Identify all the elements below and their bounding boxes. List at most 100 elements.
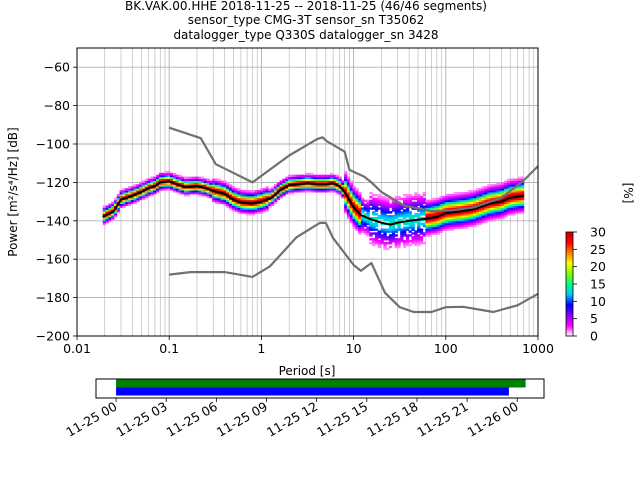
- psd-cell: [366, 207, 370, 210]
- psd-cell: [380, 197, 384, 201]
- psd-cell: [307, 174, 311, 178]
- psd-cell: [419, 228, 424, 231]
- psd-cell: [346, 213, 351, 216]
- psd-cell: [490, 218, 494, 222]
- psd-cell: [113, 201, 118, 205]
- psd-cell: [445, 207, 449, 210]
- psd-cell: [122, 199, 126, 203]
- psd-cell: [209, 190, 213, 193]
- psd-cell: [150, 182, 154, 185]
- psd-cell: [287, 176, 292, 180]
- psd-cell: [307, 176, 311, 180]
- psd-cell: [425, 207, 429, 210]
- psd-cell: [206, 190, 210, 193]
- psd-cell: [259, 190, 264, 193]
- psd-cell: [293, 178, 297, 181]
- psd-cell: [453, 216, 457, 220]
- psd-cell: [403, 228, 407, 231]
- psd-cell: [217, 180, 222, 183]
- psd-cell: [153, 176, 157, 180]
- psd-cell: [217, 195, 222, 199]
- y-tick-label: −160: [36, 252, 70, 267]
- psd-cell: [245, 205, 250, 208]
- time-tick-label: 11-25 06: [164, 399, 220, 440]
- psd-cell: [116, 207, 121, 210]
- psd-cell: [358, 220, 362, 224]
- psd-cell: [484, 188, 488, 191]
- psd-cell: [360, 209, 365, 212]
- psd-cell: [450, 226, 455, 229]
- psd-cell: [229, 207, 233, 210]
- psd-cell: [428, 207, 432, 210]
- psd-cell: [248, 192, 252, 195]
- psd-cell: [492, 211, 497, 214]
- psd-cell: [442, 215, 446, 218]
- psd-cell: [198, 176, 202, 180]
- psd-cell: [237, 211, 241, 214]
- psd-cell: [383, 203, 387, 206]
- psd-cell: [512, 203, 516, 206]
- psd-cell: [397, 209, 401, 212]
- psd-cell: [167, 184, 171, 187]
- psd-cell: [461, 218, 466, 222]
- psd-cell: [372, 201, 376, 205]
- psd-cell: [518, 178, 522, 181]
- psd-cell: [198, 190, 202, 193]
- psd-cell: [506, 213, 511, 216]
- psd-cell: [391, 220, 396, 224]
- psd-cell: [436, 218, 441, 222]
- psd-cell: [214, 182, 219, 185]
- psd-cell: [442, 220, 446, 224]
- psd-cell: [310, 180, 314, 183]
- psd-cell: [254, 193, 258, 197]
- psd-cell: [105, 207, 109, 210]
- psd-cell: [400, 197, 404, 201]
- psd-cell: [380, 234, 384, 237]
- psd-cell: [433, 230, 438, 233]
- psd-cell: [360, 222, 365, 226]
- time-tick-label: 11-25 09: [214, 399, 270, 440]
- x-axis-label: Period [s]: [279, 364, 336, 378]
- psd-cell: [422, 192, 426, 195]
- psd-cell: [445, 205, 449, 208]
- psd-cell: [391, 216, 396, 220]
- psd-cell: [380, 205, 384, 208]
- psd-cell: [467, 224, 471, 228]
- psd-cell: [400, 218, 404, 222]
- psd-cell: [492, 209, 497, 212]
- psd-cell: [259, 203, 264, 206]
- psd-cell: [490, 213, 494, 216]
- psd-cell: [478, 199, 483, 203]
- psd-cell: [355, 215, 359, 218]
- psd-cell: [335, 176, 339, 180]
- psd-cell: [313, 178, 317, 181]
- psd-cell: [254, 211, 258, 214]
- psd-cell: [234, 192, 238, 195]
- psd-cell: [383, 245, 387, 249]
- psd-cell: [226, 197, 230, 201]
- psd-cell: [178, 188, 182, 191]
- psd-cell: [481, 215, 485, 218]
- psd-cell: [447, 213, 452, 216]
- psd-cell: [470, 216, 474, 220]
- psd-cell: [310, 178, 314, 181]
- psd-cell: [374, 222, 379, 226]
- psd-cell: [257, 192, 261, 195]
- psd-cell: [257, 197, 261, 201]
- psd-cell: [439, 201, 443, 205]
- psd-cell: [144, 182, 149, 185]
- psd-cell: [388, 228, 393, 231]
- psd-cell: [355, 205, 359, 208]
- psd-cell: [498, 213, 502, 216]
- chart-title-line-3: datalogger_type Q330S datalogger_sn 3428: [173, 28, 438, 42]
- psd-cell: [321, 180, 325, 183]
- psd-cell: [240, 207, 244, 210]
- psd-cell: [394, 213, 398, 216]
- psd-cell: [344, 178, 348, 181]
- psd-cell: [394, 230, 398, 233]
- psd-cell: [141, 195, 146, 199]
- psd-cell: [470, 190, 474, 193]
- psd-cell: [299, 188, 303, 191]
- psd-cell: [301, 180, 306, 183]
- psd-cell: [459, 222, 463, 226]
